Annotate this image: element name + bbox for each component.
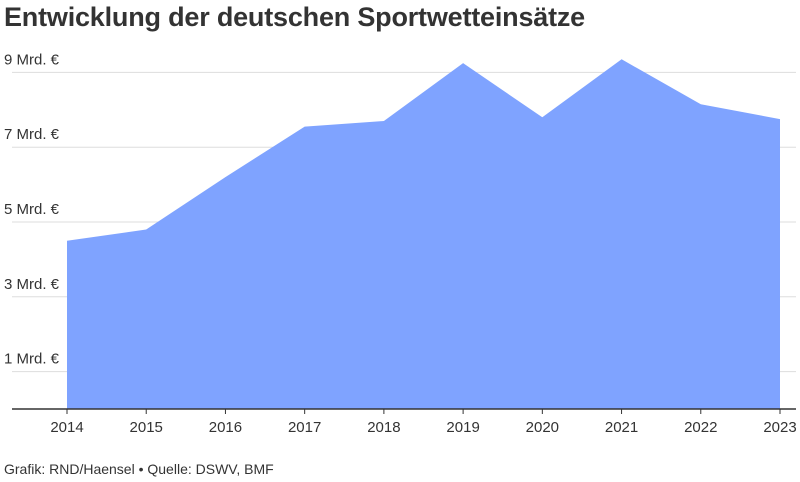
x-tick-label: 2015 <box>130 419 163 436</box>
x-tick-labels: 2014 2015 2016 2017 2018 2019 2020 2021 2022 2023 <box>50 419 796 436</box>
x-tick-label: 2022 <box>684 419 717 436</box>
x-tick-label: 2021 <box>605 419 638 436</box>
source-footer: Grafik: RND/Haensel • Quelle: DSWV, BMF <box>4 461 274 477</box>
x-axis <box>12 408 796 414</box>
area-series <box>66 59 781 410</box>
y-tick-label: 3 Mrd. € <box>4 276 60 293</box>
x-tick-label: 2018 <box>367 419 400 436</box>
x-tick-label: 2014 <box>50 419 83 436</box>
x-tick-label: 2016 <box>209 419 242 436</box>
x-tick-label: 2023 <box>763 419 796 436</box>
y-tick-label: 9 Mrd. € <box>4 51 60 68</box>
y-tick-label: 7 Mrd. € <box>4 126 60 143</box>
y-tick-label: 5 Mrd. € <box>4 201 60 218</box>
x-tick-label: 2017 <box>288 419 321 436</box>
y-tick-label: 1 Mrd. € <box>4 351 60 368</box>
x-tick-label: 2019 <box>446 419 479 436</box>
chart-title: Entwicklung der deutschen Sportwetteinsä… <box>4 2 585 32</box>
y-tick-labels: 1 Mrd. € 3 Mrd. € 5 Mrd. € 7 Mrd. € 9 Mrd. € <box>4 51 60 367</box>
x-tick-label: 2020 <box>526 419 559 436</box>
area-fill <box>67 59 780 410</box>
